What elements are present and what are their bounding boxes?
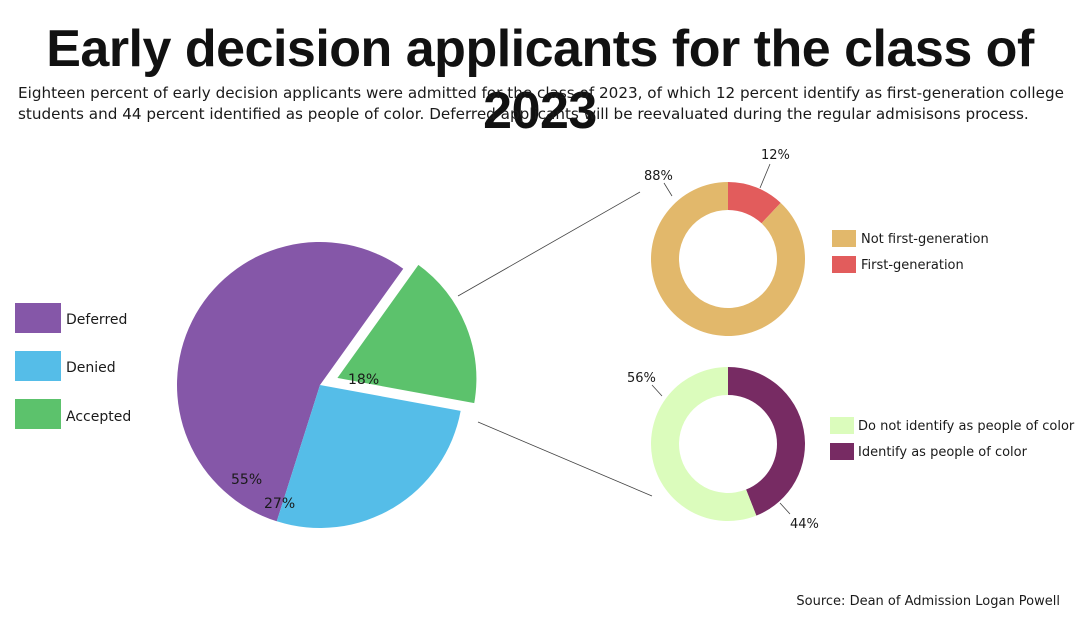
pie-label-denied: 27% (264, 496, 295, 512)
pie-slice-denied (276, 385, 461, 528)
pie-label-accepted: 18% (348, 372, 379, 388)
legend-swatch-not-first-gen (832, 230, 856, 247)
pie-slice-deferred (176, 241, 404, 522)
donut-slice-not-first-generation (651, 182, 805, 336)
donut1-label-not-first-gen: 88% (644, 169, 673, 184)
chart-subtitle: Eighteen percent of early decision appli… (18, 83, 1068, 125)
legend-label-denied: Denied (66, 360, 116, 376)
legend-label-poc: Identify as people of color (858, 445, 1028, 460)
donut2-label-poc: 44% (790, 517, 819, 532)
legend-swatch-not-poc (830, 417, 854, 434)
connector-line-bottom (477, 421, 653, 497)
legend-swatch-poc (830, 443, 854, 460)
donut2-label-not-poc: 56% (627, 371, 656, 386)
donut-people-of-color (650, 367, 805, 522)
legend-swatch-denied (15, 351, 61, 381)
legend-label-not-poc: Do not identify as people of color (858, 419, 1075, 434)
leader-56 (651, 384, 663, 397)
legend-swatch-first-gen (832, 256, 856, 273)
legend-swatch-accepted (15, 399, 61, 429)
main-pie (176, 241, 480, 528)
subtitle-line-2: students and 44 percent identified as pe… (18, 105, 1029, 123)
leader-12 (759, 163, 771, 189)
leader-44 (779, 502, 791, 515)
donut1-label-first-gen: 12% (761, 148, 790, 163)
donut-slice-identify-as-people-of-color (728, 367, 805, 516)
source-note: Source: Dean of Admission Logan Powell (796, 594, 1060, 609)
legend-label-not-first-gen: Not first-generation (861, 232, 989, 247)
legend-label-deferred: Deferred (66, 312, 127, 328)
chart-title: Early decision applicants for the class … (46, 20, 1034, 140)
donut-slice-do-not-identify-as-people-of-color (650, 367, 757, 522)
leader-88 (663, 182, 673, 197)
subtitle-line-1: Eighteen percent of early decision appli… (18, 84, 1064, 102)
pie-slice-accepted (332, 260, 480, 407)
donut-first-generation (651, 182, 805, 336)
legend-swatch-deferred (15, 303, 61, 333)
donut-slice-first-generation (728, 182, 781, 224)
legend-label-first-gen: First-generation (861, 258, 964, 273)
legend-label-accepted: Accepted (66, 409, 131, 425)
connector-line-top (457, 191, 641, 297)
pie-label-deferred: 55% (231, 472, 262, 488)
